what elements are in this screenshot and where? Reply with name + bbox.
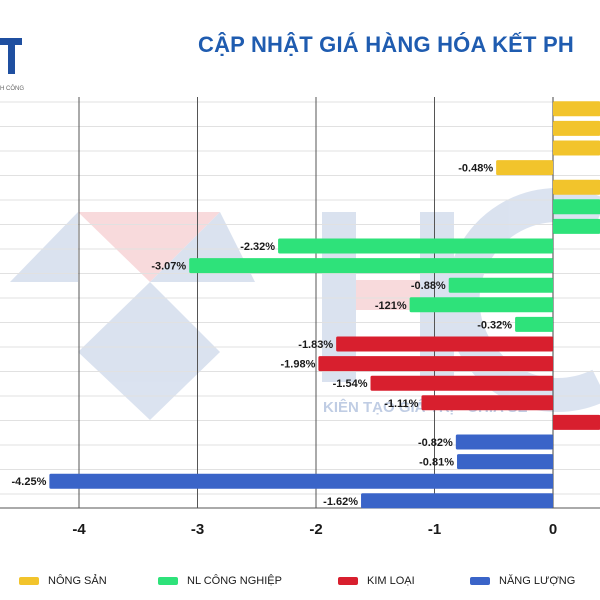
bar — [278, 238, 553, 254]
legend-swatch — [19, 577, 39, 585]
data-label: -0.48% — [458, 163, 493, 175]
legend-swatch — [158, 577, 178, 585]
legend-label: NL CÔNG NGHIỆP — [187, 575, 282, 587]
bar — [457, 454, 553, 470]
bar — [318, 356, 553, 372]
brand-logo: H CÔNG — [0, 18, 24, 92]
bar — [553, 414, 600, 430]
data-label: -1.54% — [333, 378, 368, 390]
bar — [553, 179, 600, 195]
data-label: -1.62% — [323, 496, 358, 508]
data-label: -0.32% — [477, 319, 512, 331]
legend-swatch — [470, 577, 490, 585]
legend-label: NÔNG SẢN — [48, 575, 107, 587]
bar — [370, 375, 553, 391]
x-tick-label: -3 — [191, 521, 204, 538]
chart-title: CẬP NHẬT GIÁ HÀNG HÓA KẾT PH — [198, 32, 574, 57]
data-label: -2.32% — [240, 241, 275, 253]
bar — [189, 258, 553, 274]
bar — [553, 140, 600, 156]
data-label: -121% — [375, 300, 407, 312]
bar — [553, 101, 600, 117]
legend-item: NL CÔNG NGHIỆP — [158, 573, 282, 589]
bar — [455, 434, 553, 450]
x-tick-label: -4 — [72, 521, 86, 538]
x-tick-label: -1 — [428, 521, 441, 538]
legend-swatch — [338, 577, 358, 585]
bar — [448, 277, 553, 293]
legend-item: NÔNG SẢN — [19, 573, 107, 589]
bar — [553, 218, 600, 234]
bar — [553, 120, 600, 136]
bar — [409, 297, 553, 313]
data-label: -1.83% — [298, 339, 333, 351]
data-label: -1.98% — [281, 359, 316, 371]
bar — [421, 395, 553, 411]
x-tick-label: 0 — [549, 521, 557, 538]
bar — [361, 493, 553, 509]
legend-item: NĂNG LƯỢNG — [470, 573, 575, 589]
bar — [553, 199, 600, 215]
data-label: -0.82% — [418, 437, 453, 449]
data-label: -3.07% — [151, 261, 186, 273]
bar — [49, 473, 553, 489]
legend-item: KIM LOẠI — [338, 573, 415, 589]
logo-caption: H CÔNG — [0, 86, 24, 92]
data-label: -4.25% — [12, 476, 47, 488]
data-label: -0.88% — [411, 280, 446, 292]
legend-label: KIM LOẠI — [367, 575, 415, 587]
bar — [336, 336, 553, 352]
bar — [515, 316, 553, 332]
data-label: -1.11% — [384, 398, 418, 410]
x-tick-label: -2 — [309, 521, 322, 538]
bar — [496, 160, 553, 176]
legend-label: NĂNG LƯỢNG — [499, 575, 576, 587]
data-label: -0.81% — [419, 457, 454, 469]
